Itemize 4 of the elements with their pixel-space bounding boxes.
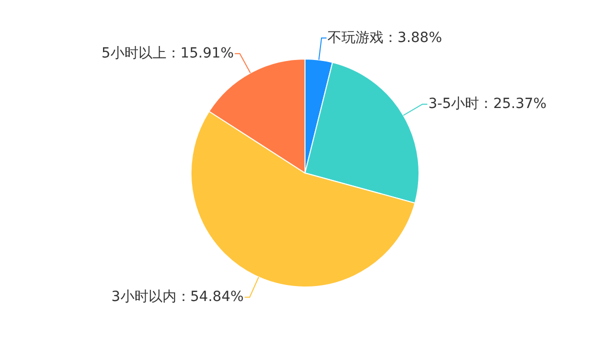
slice-label: 5小时以上：15.91% (102, 46, 234, 62)
slice-label: 3小时以内：54.84% (111, 289, 244, 306)
slice-label: 3-5小时：25.37% (428, 96, 547, 112)
slice-label: 不玩游戏：3.88% (328, 30, 442, 46)
